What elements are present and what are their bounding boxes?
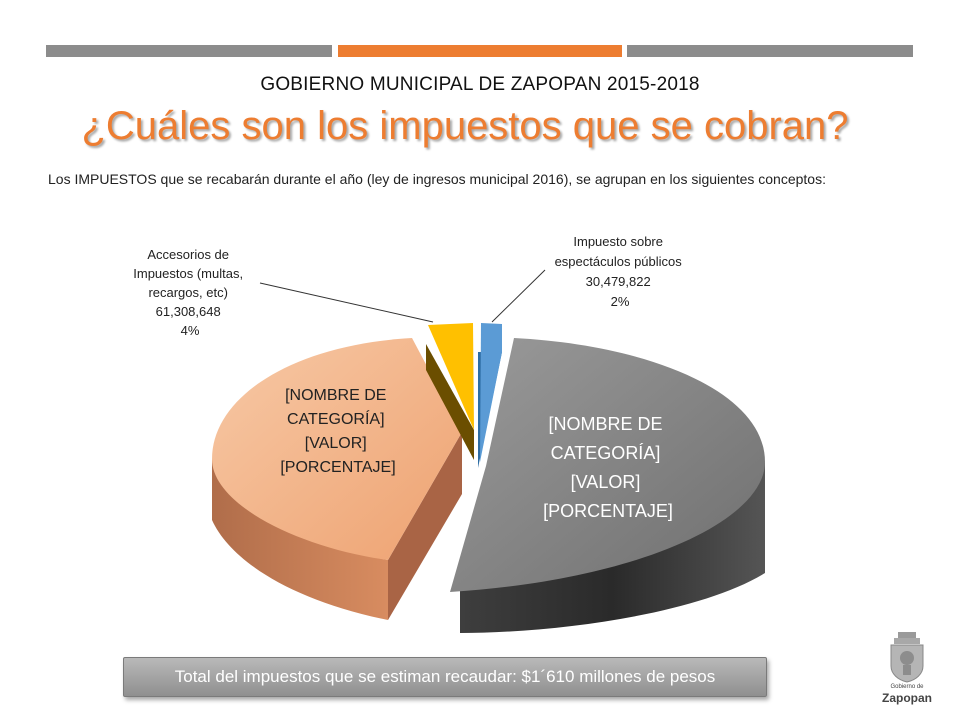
government-header: GOBIERNO MUNICIPAL DE ZAPOPAN 2015-2018: [260, 74, 700, 95]
logo-caption: Gobierno de: [890, 684, 924, 690]
header-bar-right: [627, 45, 913, 57]
label-peach: [NOMBRE DE CATEGORÍA] [VALOR] [PORCENTAJ…: [280, 387, 395, 476]
page-title: ¿Cuáles son los impuestos que se cobran?: [81, 104, 849, 148]
pie-chart: Impuesto sobre espectáculos públicos 30,…: [133, 234, 765, 633]
slice-side-peach: [212, 459, 388, 620]
slice-side-gray: [460, 462, 765, 633]
slice-side-yellow: [426, 344, 474, 460]
slice-blue: [480, 323, 502, 462]
total-summary-box: Total del impuestos que se estiman recau…: [123, 657, 767, 697]
header-bar-left: [46, 45, 332, 57]
slice-gray: [450, 338, 765, 592]
slice-side-peach-cut: [388, 432, 462, 620]
header-bar-accent: [338, 45, 622, 57]
leader-line-spectacles: [491, 269, 546, 323]
label-spectacles: Impuesto sobre espectáculos públicos 30,…: [555, 234, 686, 309]
label-gray: [NOMBRE DE CATEGORÍA] [VALOR] [PORCENTAJ…: [543, 414, 673, 521]
intro-text: Los IMPUESTOS que se recabarán durante e…: [48, 171, 826, 187]
label-accessories: Accesorios de Impuestos (multas, recargo…: [133, 247, 246, 338]
logo-wordmark: Zapopan: [882, 691, 932, 705]
slice-yellow: [428, 323, 474, 430]
slice-peach: [212, 338, 462, 560]
zapopan-coat-of-arms-icon: [890, 632, 924, 683]
leader-line-accessories: [259, 282, 434, 323]
